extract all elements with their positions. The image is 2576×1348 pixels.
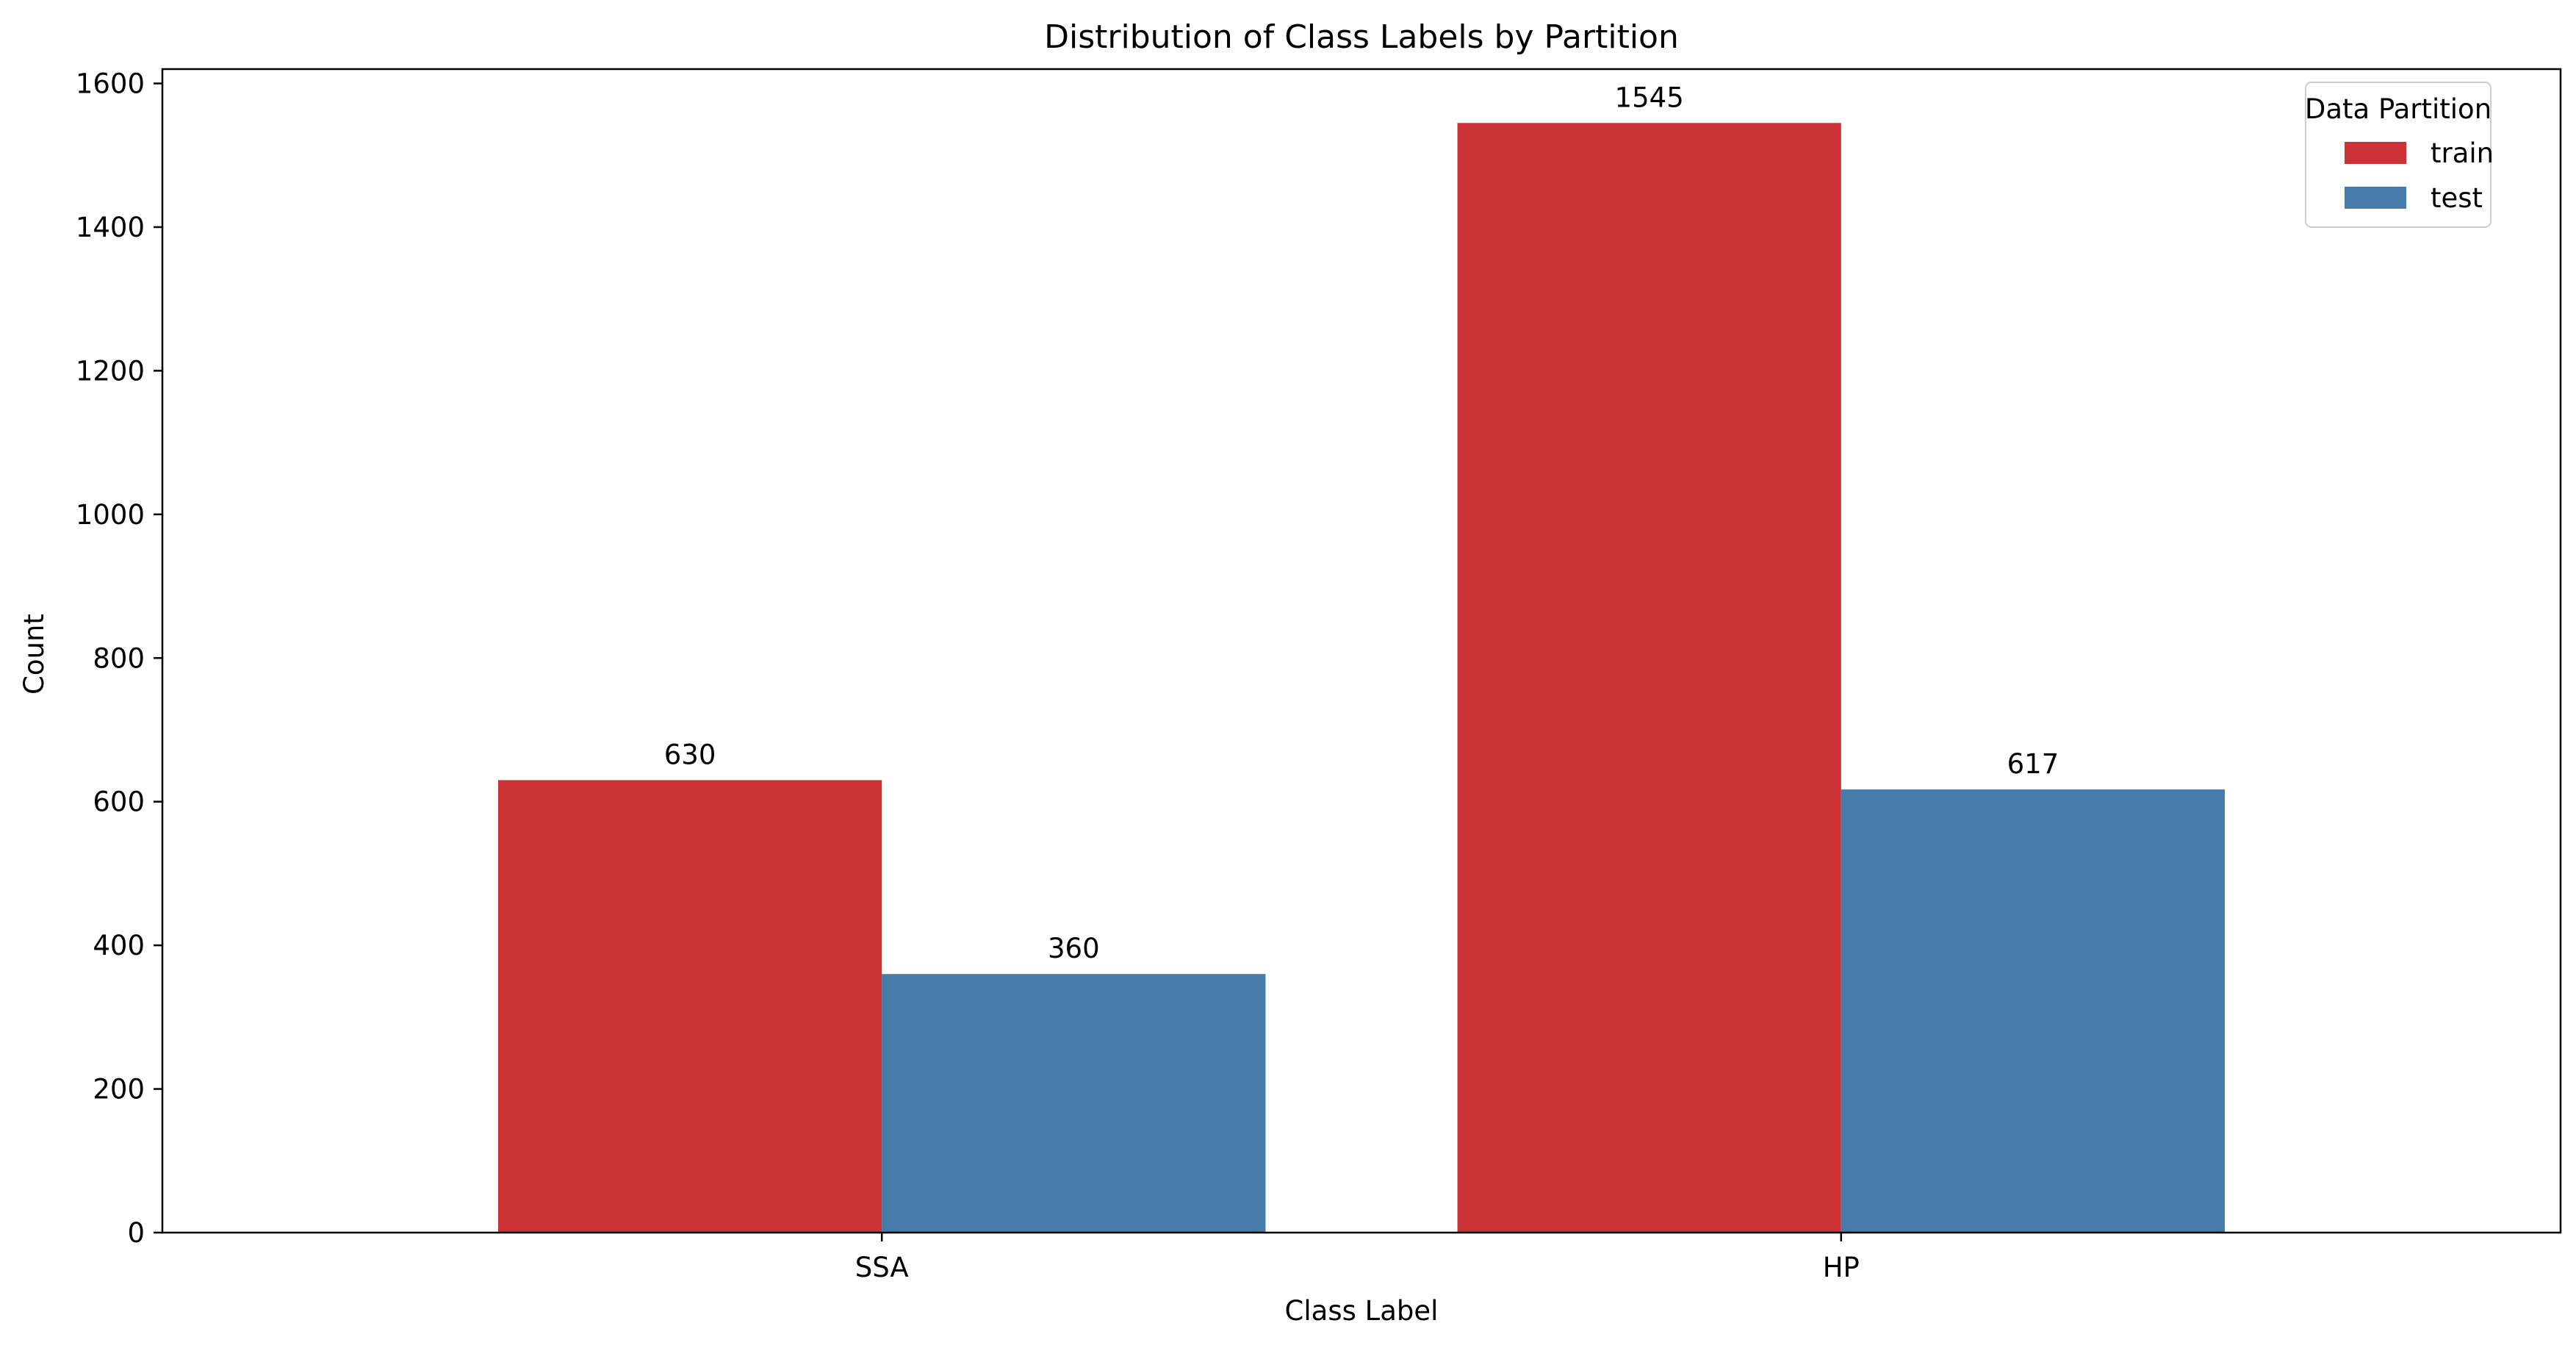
y-tick-label: 1600 <box>76 68 145 100</box>
legend-label-train: train <box>2431 137 2494 169</box>
y-tick-label: 600 <box>93 786 145 818</box>
y-axis-label: Count <box>18 614 50 695</box>
legend-swatch-test <box>2345 187 2406 209</box>
x-axis-label: Class Label <box>1285 1295 1439 1327</box>
y-tick-label: 200 <box>93 1074 145 1105</box>
legend: Data Partition train test <box>2305 82 2494 228</box>
y-tick-label: 1000 <box>76 499 145 531</box>
y-tick-label: 800 <box>93 642 145 674</box>
bar-test-hp <box>1841 789 2226 1233</box>
plot-frame <box>161 68 2562 1234</box>
legend-title: Data Partition <box>2305 93 2492 125</box>
data-label-train-ssa: 630 <box>664 739 716 770</box>
bar-test-ssa <box>882 974 1266 1233</box>
legend-label-test: test <box>2431 182 2483 214</box>
x-tick-label: HP <box>1823 1252 1860 1283</box>
y-tick-label: 400 <box>93 930 145 961</box>
y-tick-label: 1200 <box>76 355 145 387</box>
data-label-train-hp: 1545 <box>1615 82 1684 113</box>
y-axis: 0 200 400 600 800 1000 1200 1400 1600 <box>76 68 162 1249</box>
legend-items: train test <box>2345 137 2494 214</box>
legend-swatch-train <box>2345 142 2406 164</box>
bar-train-ssa <box>497 780 882 1233</box>
y-tick-label: 1400 <box>76 212 145 243</box>
x-axis: SSA HP <box>855 1233 1860 1283</box>
plot-area: 630 1545 360 617 <box>161 68 2562 1234</box>
y-tick-label: 0 <box>127 1217 145 1249</box>
data-label-test-ssa: 360 <box>1048 933 1100 964</box>
chart-title: Distribution of Class Labels by Partitio… <box>1044 18 1679 56</box>
data-label-test-hp: 617 <box>2007 748 2059 780</box>
bar-train-hp <box>1457 123 1841 1233</box>
x-tick-label: SSA <box>855 1252 909 1283</box>
